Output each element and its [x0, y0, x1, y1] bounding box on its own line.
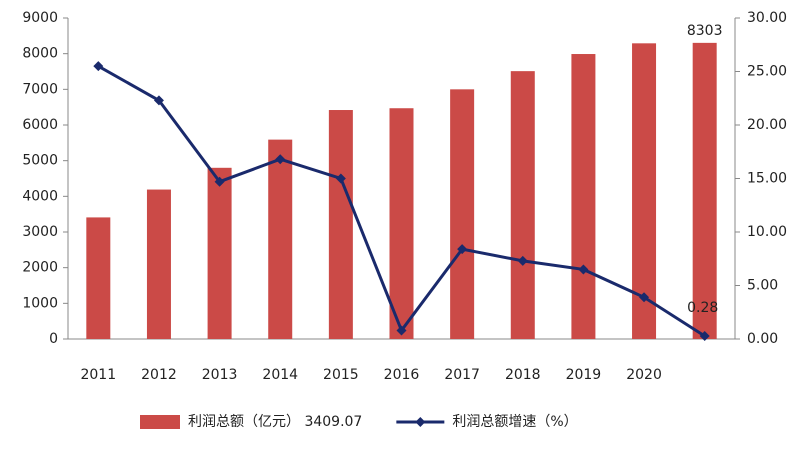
y-tick-label: 4000 [22, 188, 58, 204]
legend-swatch [415, 417, 426, 427]
x-tick-label: 2011 [80, 367, 116, 383]
marker [578, 264, 589, 275]
y2-tick-label: 30.00 [747, 10, 787, 26]
x-tick-label: 2013 [202, 367, 238, 383]
y-tick-label: 8000 [22, 46, 58, 62]
data-label: 0.28 [687, 300, 718, 316]
y2-tick-label: 5.00 [747, 278, 778, 294]
y-tick-label: 6000 [22, 117, 58, 133]
marker [699, 331, 710, 342]
data-label: 8303 [687, 23, 723, 39]
x-tick-label: 2016 [384, 367, 420, 383]
bar [268, 139, 293, 339]
y2-tick-label: 25.00 [747, 64, 787, 80]
y2-tick-label: 15.00 [747, 171, 787, 187]
marker [153, 95, 164, 106]
marker [396, 325, 407, 336]
y-tick-label: 5000 [22, 153, 58, 169]
x-tick-label: 2018 [505, 367, 541, 383]
marker [93, 61, 104, 72]
bar [632, 43, 657, 339]
legend-label: 利润总额增速（%） [452, 414, 577, 430]
y2-tick-label: 0.00 [747, 331, 778, 347]
bar [510, 71, 535, 339]
marker [335, 173, 346, 184]
bar [692, 42, 717, 339]
bar [389, 108, 414, 339]
y2-tick-label: 10.00 [747, 224, 787, 240]
marker [517, 255, 528, 266]
x-tick-label: 2015 [323, 367, 359, 383]
x-tick-label: 2020 [626, 367, 662, 383]
bar [86, 217, 111, 339]
y-tick-label: 2000 [22, 260, 58, 276]
y2-tick-label: 20.00 [747, 117, 787, 133]
x-tick-label: 2012 [141, 367, 177, 383]
bar [571, 54, 596, 339]
y-tick-label: 0 [49, 331, 58, 347]
y-tick-label: 3000 [22, 224, 58, 240]
bar [450, 89, 475, 339]
legend-label: 利润总额（亿元） 3409.07 [188, 414, 362, 430]
x-tick-label: 2017 [444, 367, 480, 383]
marker [275, 154, 286, 165]
y-tick-label: 9000 [22, 10, 58, 26]
x-tick-label: 2014 [262, 367, 298, 383]
legend-swatch [140, 415, 180, 429]
bar [328, 110, 353, 340]
x-tick-label: 2019 [566, 367, 602, 383]
marker [457, 244, 468, 255]
y-tick-label: 1000 [22, 295, 58, 311]
marker [214, 176, 225, 187]
bar [146, 189, 171, 339]
marker [639, 292, 650, 303]
y-tick-label: 7000 [22, 81, 58, 97]
bar [207, 167, 232, 339]
